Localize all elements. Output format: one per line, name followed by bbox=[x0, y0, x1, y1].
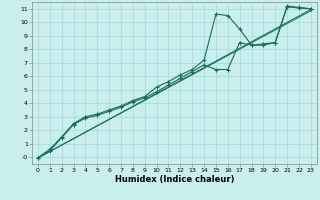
X-axis label: Humidex (Indice chaleur): Humidex (Indice chaleur) bbox=[115, 175, 234, 184]
